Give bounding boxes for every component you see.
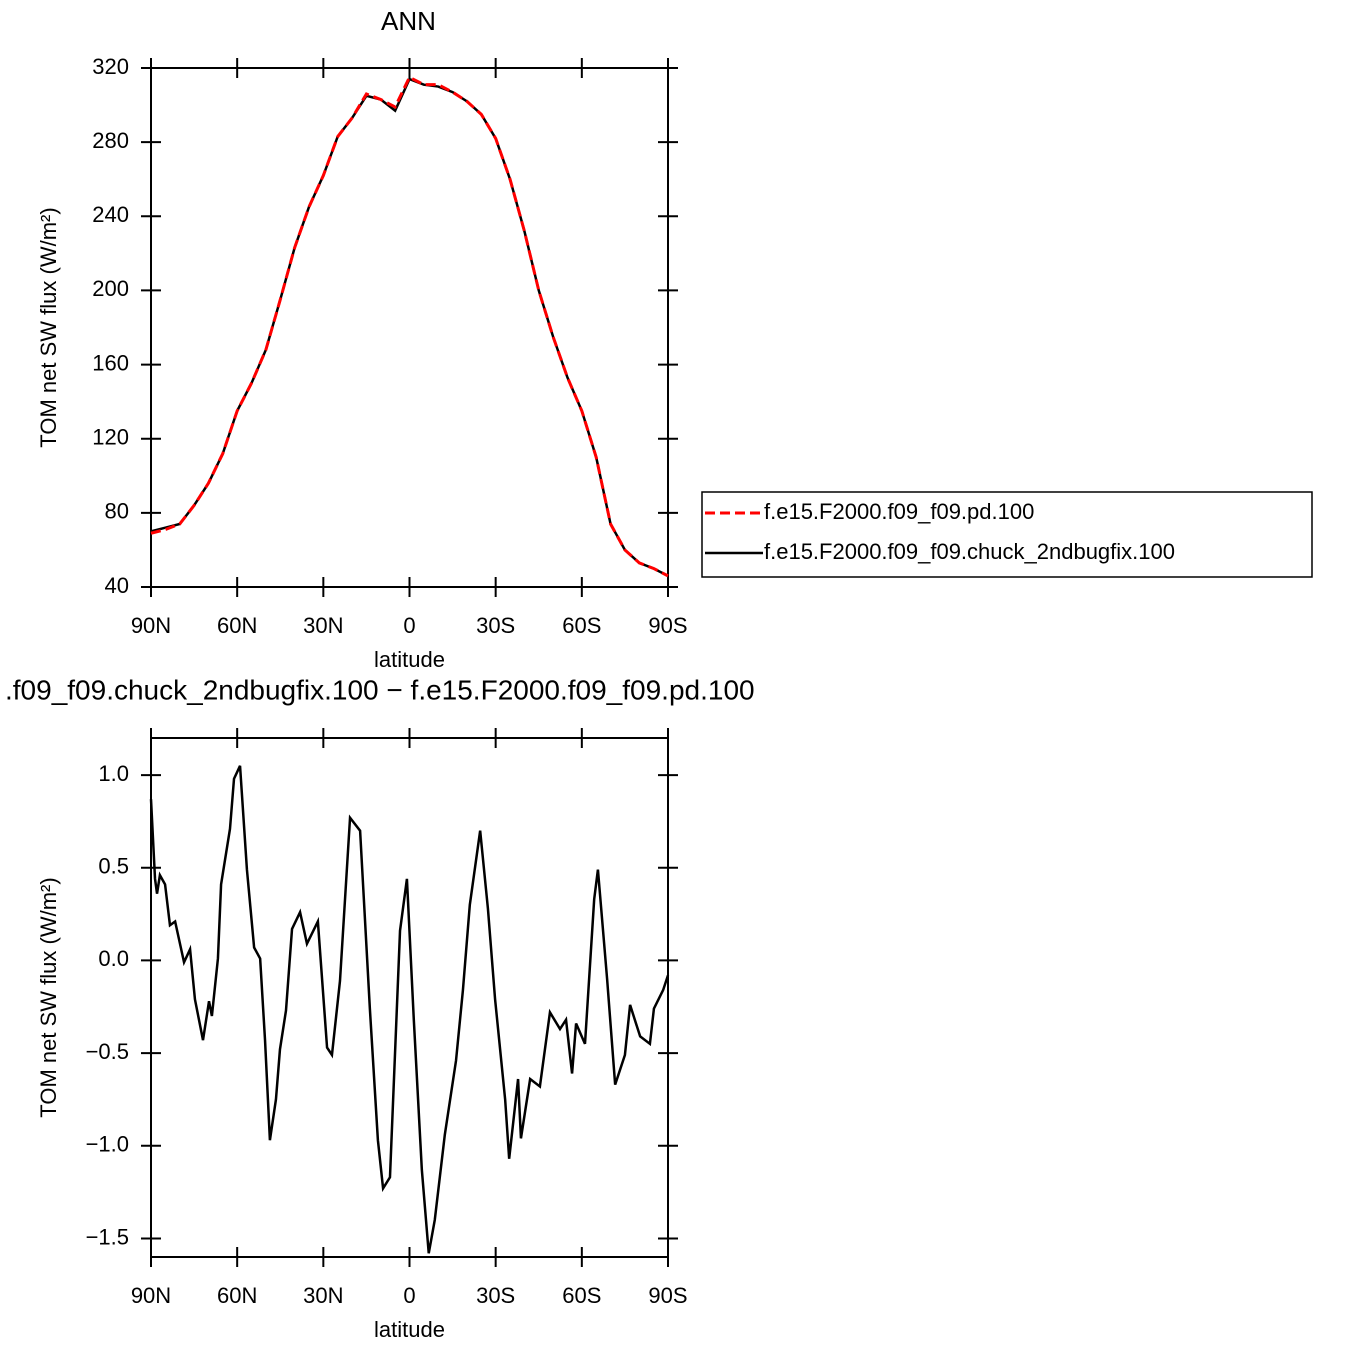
y-tick-label: −1.0 [86, 1132, 129, 1157]
chart-title: .f09_f09.chuck_2ndbugfix.100 − f.e15.F20… [5, 674, 755, 705]
x-tick-label: 30S [476, 613, 515, 638]
y-tick-label: 320 [92, 54, 129, 79]
x-tick-label: 0 [403, 1283, 415, 1308]
x-tick-label: 30N [303, 1283, 343, 1308]
x-tick-label: 60S [562, 613, 601, 638]
y-tick-label: −0.5 [86, 1039, 129, 1064]
y-axis-label: TOM net SW flux (W/m²) [36, 877, 61, 1117]
y-tick-label: 0.5 [98, 854, 129, 879]
y-tick-label: 120 [92, 425, 129, 450]
y-tick-label: 80 [105, 499, 129, 524]
legend-label: f.e15.F2000.f09_f09.pd.100 [764, 499, 1034, 524]
y-tick-label: 160 [92, 350, 129, 375]
x-tick-label: 60N [217, 613, 257, 638]
x-tick-label: 60N [217, 1283, 257, 1308]
y-tick-label: 280 [92, 128, 129, 153]
x-tick-label: 0 [403, 613, 415, 638]
data-line [150, 77, 669, 577]
x-axis-label: latitude [374, 647, 445, 672]
plot-frame [150, 67, 669, 588]
data-line [150, 75, 669, 578]
x-tick-label: 30S [476, 1283, 515, 1308]
y-tick-label: 0.0 [98, 946, 129, 971]
y-tick-label: −1.5 [86, 1224, 129, 1249]
y-tick-label: 240 [92, 202, 129, 227]
x-tick-label: 30N [303, 613, 343, 638]
x-tick-label: 90S [648, 613, 687, 638]
x-tick-label: 90N [131, 613, 171, 638]
legend-label: f.e15.F2000.f09_f09.chuck_2ndbugfix.100 [764, 539, 1175, 564]
y-axis-label: TOM net SW flux (W/m²) [36, 207, 61, 447]
x-tick-label: 90S [648, 1283, 687, 1308]
y-tick-label: 1.0 [98, 761, 129, 786]
x-tick-label: 90N [131, 1283, 171, 1308]
data-line [149, 765, 670, 1254]
y-tick-label: 40 [105, 573, 129, 598]
x-axis-label: latitude [374, 1317, 445, 1342]
legend-box [701, 491, 1313, 578]
y-tick-label: 200 [92, 276, 129, 301]
x-tick-label: 60S [562, 1283, 601, 1308]
chart-title: ANN [381, 6, 436, 36]
plot-frame [150, 737, 669, 1258]
